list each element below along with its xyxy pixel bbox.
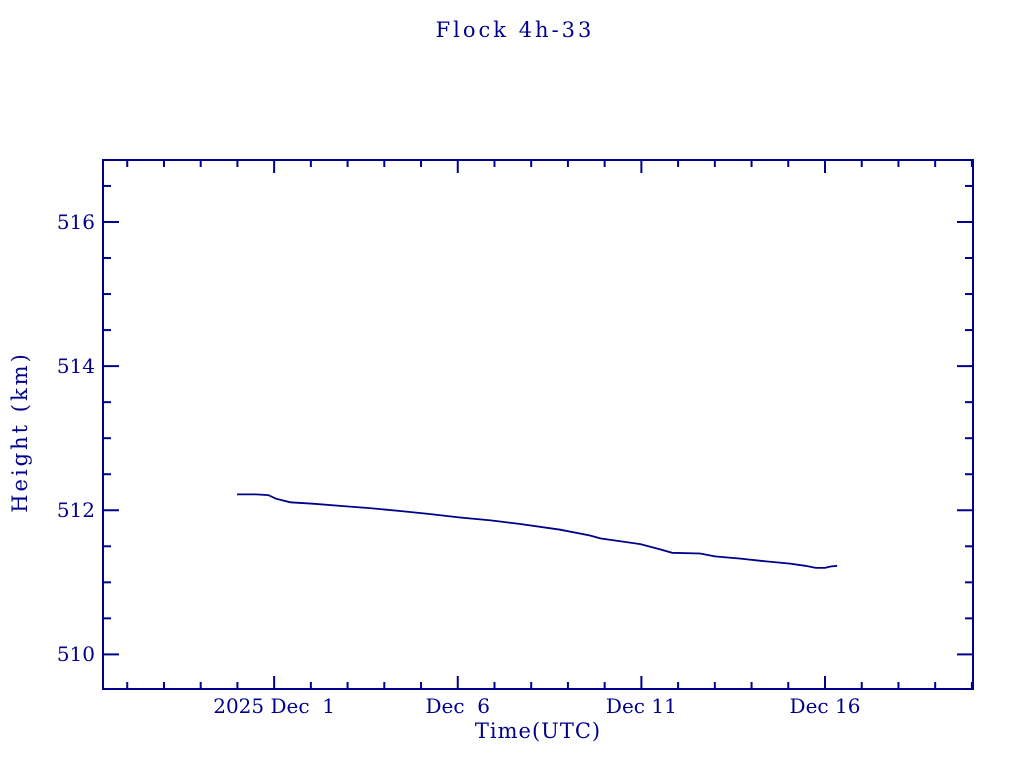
x-axis-label: Time(UTC) [474, 719, 602, 743]
x-tick-label: Dec 16 [789, 694, 861, 718]
x-tick-label: 2025 Dec 1 [213, 694, 336, 718]
y-tick-label: 514 [56, 354, 95, 379]
x-tick-label: Dec 11 [605, 694, 677, 718]
y-tick-label: 510 [56, 642, 95, 667]
chart-title: Flock 4h-33 [435, 18, 595, 42]
y-tick-label: 516 [56, 209, 95, 234]
x-tick-label: Dec 6 [425, 694, 491, 718]
plot-frame [102, 159, 974, 690]
y-tick-label: 512 [56, 498, 95, 523]
data-line [237, 493, 838, 569]
